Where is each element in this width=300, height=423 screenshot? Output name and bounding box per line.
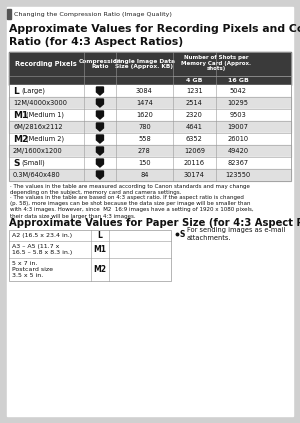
Bar [9,157,291,169]
Bar [9,169,291,181]
Text: L: L [13,86,19,96]
Text: Approximate Values for Paper Size (for 4:3 Aspect Ratios): Approximate Values for Paper Size (for 4… [9,218,300,228]
Text: Compression
Ratio: Compression Ratio [78,59,122,69]
Bar [9,97,291,109]
Text: 16 GB: 16 GB [228,78,249,83]
Text: 1474: 1474 [136,100,153,106]
Text: 10295: 10295 [228,100,249,106]
Text: S: S [13,159,20,168]
Text: 150: 150 [138,160,151,166]
Polygon shape [96,87,103,95]
Bar [9,145,291,157]
Bar [9,258,171,281]
Bar [9,85,291,97]
Polygon shape [96,111,103,119]
Text: 123550: 123550 [226,172,251,178]
Bar [9,109,291,121]
Text: 0.3M/640x480: 0.3M/640x480 [13,172,61,178]
Text: 4641: 4641 [186,124,203,130]
Text: 2320: 2320 [186,112,203,118]
Text: 30174: 30174 [184,172,205,178]
Text: 780: 780 [138,124,151,130]
Text: 2514: 2514 [186,100,203,106]
Text: 26010: 26010 [228,136,249,142]
Text: 84: 84 [140,172,148,178]
Bar [9,241,171,258]
Text: (Large): (Large) [21,88,45,94]
Bar [9,52,291,76]
Polygon shape [96,123,103,131]
Text: (Medium 1): (Medium 1) [26,112,64,118]
Text: 9503: 9503 [230,112,247,118]
Text: M1: M1 [94,245,106,254]
Text: 4 GB: 4 GB [186,78,203,83]
Text: 5 x 7 in.
Postcard size
3.5 x 5 in.: 5 x 7 in. Postcard size 3.5 x 5 in. [12,261,53,278]
Text: 20116: 20116 [184,160,205,166]
Text: · The values in the table are based on 4:3 aspect ratio. If the aspect ratio is : · The values in the table are based on 4… [10,195,254,219]
Text: 278: 278 [138,148,151,154]
Text: Recording Pixels: Recording Pixels [16,61,77,67]
Text: M2: M2 [13,135,28,143]
Text: (Medium 2): (Medium 2) [26,136,64,142]
Text: Single Image Data
Size (Approx. KB): Single Image Data Size (Approx. KB) [114,59,175,69]
Text: 558: 558 [138,136,151,142]
Bar [9,230,171,281]
Text: 82367: 82367 [228,160,249,166]
Text: A2 (16.5 x 23.4 in.): A2 (16.5 x 23.4 in.) [12,233,72,238]
Polygon shape [96,171,103,179]
Text: Approximate Values for Recording Pixels and Compression
Ratio (for 4:3 Aspect Ra: Approximate Values for Recording Pixels … [9,24,300,47]
Text: 6M/2816x2112: 6M/2816x2112 [13,124,63,130]
Text: L: L [98,231,102,240]
Text: 3084: 3084 [136,88,153,94]
Text: 2M/1600x1200: 2M/1600x1200 [13,148,63,154]
Polygon shape [96,147,103,155]
Text: 5042: 5042 [230,88,247,94]
Text: 19007: 19007 [228,124,249,130]
Text: 1620: 1620 [136,112,153,118]
Text: (Small): (Small) [21,160,45,166]
Text: Number of Shots per
Memory Card (Approx.
shots): Number of Shots per Memory Card (Approx.… [181,55,251,71]
Text: · The values in the table are measured according to Canon standards and may chan: · The values in the table are measured a… [10,184,250,195]
Text: A3 – A5 (11.7 x
16.5 – 5.8 x 8.3 in.): A3 – A5 (11.7 x 16.5 – 5.8 x 8.3 in.) [12,244,72,255]
Text: M2: M2 [94,265,106,274]
Text: 12069: 12069 [184,148,205,154]
Text: S: S [180,230,185,239]
Bar [7,9,11,19]
Text: 1231: 1231 [186,88,203,94]
Bar [9,230,171,241]
Bar [9,121,291,133]
Bar [9,52,291,181]
Text: 6352: 6352 [186,136,203,142]
Polygon shape [96,135,103,143]
Text: 49420: 49420 [228,148,249,154]
Text: M1: M1 [13,110,28,120]
Polygon shape [96,159,103,167]
Text: For sending images as e-mail
attachments.: For sending images as e-mail attachments… [187,227,285,241]
Text: Changing the Compression Ratio (Image Quality): Changing the Compression Ratio (Image Qu… [14,11,172,16]
Bar [9,133,291,145]
Text: 12M/4000x3000: 12M/4000x3000 [13,100,67,106]
Bar [9,76,291,85]
Polygon shape [96,99,103,107]
